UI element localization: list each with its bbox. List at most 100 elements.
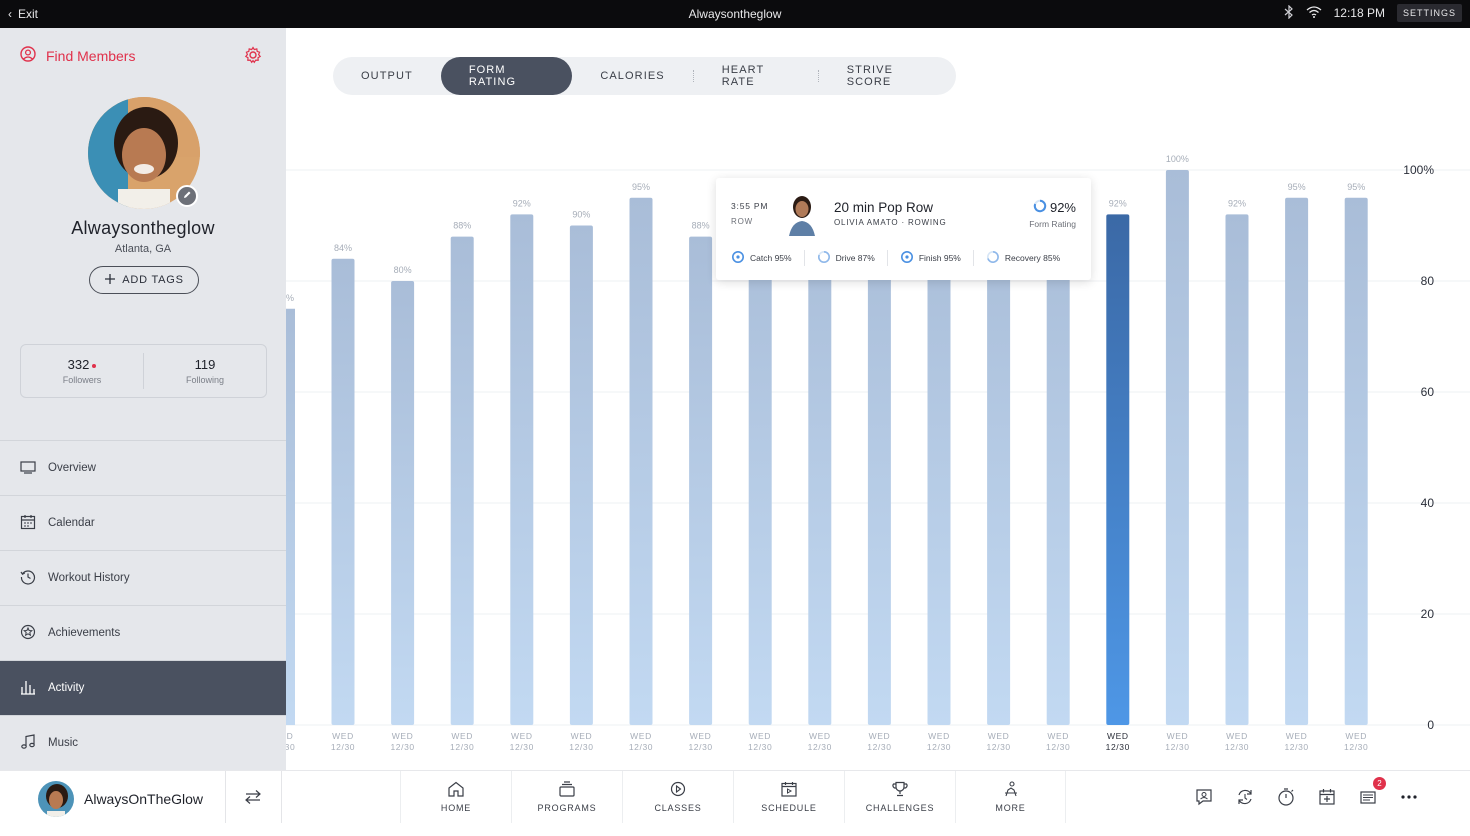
following-stat[interactable]: 119 Following (143, 353, 266, 389)
x-tick-label: WED (1167, 731, 1189, 741)
x-tick-label: 12/30 (688, 742, 712, 752)
nav-home[interactable]: HOME (400, 771, 511, 823)
chart-bar (1344, 197, 1368, 725)
chart-bar (867, 214, 891, 725)
nav-challenges[interactable]: CHALLENGES (844, 771, 955, 823)
tab-separator (817, 70, 819, 82)
x-tick-label: WED (630, 731, 652, 741)
nav-item-overview[interactable]: Overview (0, 440, 286, 495)
nav-item-activity[interactable]: Activity (0, 660, 286, 715)
nav-home-label: HOME (440, 803, 472, 813)
workout-type: ROW (731, 217, 753, 226)
chart-bar (569, 225, 593, 725)
nav-label-workout-history: Workout History (48, 572, 130, 584)
quick-actions: 2 (1192, 777, 1421, 809)
exit-button[interactable]: ‹ Exit (8, 7, 38, 21)
edit-avatar-button[interactable] (176, 185, 198, 207)
nav-item-achievements[interactable]: Achievements (0, 605, 286, 660)
gear-icon[interactable] (244, 46, 262, 69)
bottom-nav-bar: AlwaysOnTheGlow HOME PROGRAMS CLASSES SC… (0, 770, 1470, 836)
schedule-icon (780, 781, 798, 799)
swap-user-icon[interactable] (244, 789, 262, 810)
nav-classes[interactable]: CLASSES (622, 771, 733, 823)
achievements-icon (20, 624, 36, 643)
x-tick-label: 12/30 (1106, 742, 1130, 752)
chart-bar-selected (1106, 214, 1130, 725)
timer-icon[interactable] (1274, 785, 1298, 809)
nav-label-activity: Activity (48, 682, 85, 694)
y-tick-label: 20 (1421, 607, 1435, 621)
x-tick-label: WED (392, 731, 414, 741)
play-circle-icon (669, 781, 687, 799)
bar-value-label: 84% (334, 243, 352, 253)
find-members-button[interactable]: Find Members (20, 46, 135, 65)
y-tick-label: 80 (1421, 274, 1435, 288)
window-title: Alwaysontheglow (688, 7, 782, 21)
current-user[interactable]: AlwaysOnTheGlow (38, 781, 203, 817)
nav-item-music[interactable]: Music (0, 715, 286, 770)
add-tags-button[interactable]: ADD TAGS (89, 266, 199, 294)
nav-schedule[interactable]: SCHEDULE (733, 771, 844, 823)
calendar-icon (20, 514, 36, 533)
follow-stats: 332 Followers 119 Following (20, 344, 267, 398)
chart-bar (748, 214, 772, 725)
overview-icon (20, 460, 36, 477)
followers-count: 332 (67, 357, 90, 372)
metric-drive: Drive 87% (803, 250, 887, 266)
ring-icon (900, 250, 914, 266)
social-chat-icon[interactable] (1192, 785, 1216, 809)
profile-sidebar: Find Members Alwaysontheglow Atlanta, GA… (0, 28, 286, 770)
nav-label-calendar: Calendar (48, 517, 95, 529)
nav-item-workout-history[interactable]: Workout History (0, 550, 286, 605)
chart-bar (808, 214, 832, 725)
x-tick-label-partial: 30 (286, 742, 295, 752)
profile-nav: Overview Calendar Workout History Achiev… (0, 440, 286, 770)
metric-recovery: Recovery 85% (972, 250, 1072, 266)
chart-bar (987, 214, 1011, 725)
profile-location: Atlanta, GA (114, 243, 172, 255)
tab-output[interactable]: OUTPUT (361, 70, 413, 82)
form-rating-chart: %D3084%WED12/3080%WED12/3088%WED12/3092%… (286, 154, 1470, 752)
bar-value-label: 92% (513, 198, 531, 208)
more-options-icon[interactable] (1397, 785, 1421, 809)
metric-catch: Catch 95% (731, 250, 804, 266)
metric-catch-label: Catch 95% (750, 253, 792, 263)
nav-programs[interactable]: PROGRAMS (511, 771, 622, 823)
nav-item-calendar[interactable]: Calendar (0, 495, 286, 550)
tab-form-rating[interactable]: FORM RATING (440, 57, 573, 95)
ring-icon (986, 250, 1000, 266)
nav-classes-label: CLASSES (654, 803, 702, 813)
x-tick-label: WED (1286, 731, 1308, 741)
x-tick-label-partial: D (287, 731, 294, 741)
chart-bar (1046, 214, 1070, 725)
metric-recovery-label: Recovery 85% (1004, 253, 1061, 263)
top-bar: ‹ Exit Alwaysontheglow 12:18 PM SETTINGS (0, 0, 1470, 28)
x-tick-label: 12/30 (569, 742, 593, 752)
main-nav: HOME PROGRAMS CLASSES SCHEDULE CHALLENGE… (400, 771, 1066, 823)
x-tick-label: 12/30 (986, 742, 1010, 752)
username: AlwaysOnTheGlow (84, 791, 204, 807)
nav-more[interactable]: MORE (955, 771, 1066, 823)
settings-button[interactable]: SETTINGS (1396, 4, 1462, 22)
x-tick-label: 12/30 (1284, 742, 1308, 752)
sync-icon[interactable] (1233, 785, 1257, 809)
form-score-value: 92% (1049, 200, 1076, 215)
tab-strive-score[interactable]: STRIVE SCORE (846, 64, 894, 88)
chart-bar (689, 236, 713, 725)
divider (281, 771, 282, 823)
exit-label: Exit (18, 7, 39, 21)
followers-stat[interactable]: 332 Followers (21, 345, 143, 397)
notifications-icon[interactable]: 2 (1356, 777, 1386, 809)
pencil-icon (182, 187, 192, 205)
workout-tooltip[interactable]: 3:55 PM ROW 20 min Pop Row OLIVIA AMATO … (716, 178, 1091, 280)
chart-bar (1225, 214, 1249, 725)
clock-time: 12:18 PM (1333, 6, 1385, 20)
x-tick-label: WED (690, 731, 712, 741)
tab-calories[interactable]: CALORIES (600, 70, 665, 82)
ring-icon (817, 250, 831, 266)
tab-heart-rate[interactable]: HEART RATE (721, 64, 765, 88)
bar-value-label: 95% (1347, 182, 1365, 192)
calendar-add-icon[interactable] (1315, 785, 1339, 809)
x-tick-label: 12/30 (867, 742, 891, 752)
user-avatar (38, 781, 74, 817)
